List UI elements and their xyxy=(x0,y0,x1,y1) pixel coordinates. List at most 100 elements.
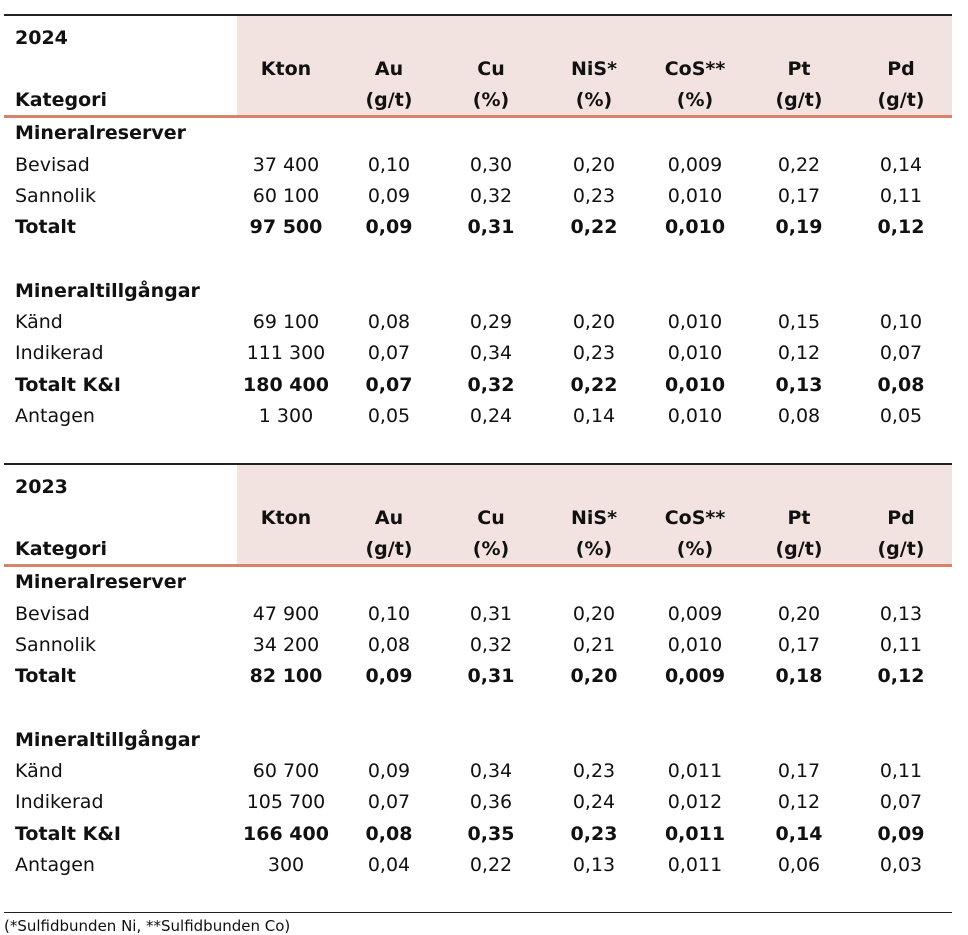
cell-cos: 0,010 xyxy=(667,342,723,364)
row-label: Totalt xyxy=(15,665,76,687)
cell-cu: 0,24 xyxy=(469,405,513,427)
cell-cu: 0,31 xyxy=(469,603,513,625)
column-unit-cos: (%) xyxy=(676,538,714,560)
cell-cu: 0,29 xyxy=(469,311,513,333)
cell-pt: 0,17 xyxy=(777,760,821,782)
table-block-2023: 2023 Kategori Kton Au (g/t) Cu (%) NiS* (%) CoS**… xyxy=(4,463,952,893)
cell-nis: 0,20 xyxy=(572,311,616,333)
column-header-kton: Kton xyxy=(260,507,312,529)
row-label: Känd xyxy=(15,311,63,333)
cell-au: 0,08 xyxy=(367,311,411,333)
cell-kton: 69 100 xyxy=(252,311,320,333)
cell-pt: 0,12 xyxy=(777,791,821,813)
row-label: Bevisad xyxy=(15,603,90,625)
cell-nis: 0,20 xyxy=(572,154,616,176)
column-unit-pd: (g/t) xyxy=(877,89,925,111)
row-label: Känd xyxy=(15,760,63,782)
cell-pt: 0,20 xyxy=(777,603,821,625)
cell-kton: 97 500 xyxy=(249,216,323,238)
cell-pt: 0,06 xyxy=(777,854,821,876)
column-header-nis: NiS* xyxy=(570,58,618,80)
cell-pt: 0,14 xyxy=(775,823,823,845)
cell-nis: 0,21 xyxy=(572,634,616,656)
column-header-pt: Pt xyxy=(787,58,811,80)
section-title: Mineralreserver xyxy=(15,571,186,593)
header-rule xyxy=(4,564,952,567)
cell-kton: 180 400 xyxy=(243,374,329,396)
table-row: Antagen 300 0,04 0,22 0,13 0,011 0,06 0,03 xyxy=(4,854,952,878)
table-row: Bevisad 47 900 0,10 0,31 0,20 0,009 0,20 0,13 xyxy=(4,603,952,627)
cell-pd: 0,14 xyxy=(879,154,923,176)
cell-au: 0,07 xyxy=(367,342,411,364)
cell-pd: 0,07 xyxy=(879,791,923,813)
column-unit-cu: (%) xyxy=(472,538,510,560)
table-row: Totalt K&I 180 400 0,07 0,32 0,22 0,010 0,13 0,… xyxy=(4,374,952,398)
table-row: Indikerad 111 300 0,07 0,34 0,23 0,010 0,12 0,0… xyxy=(4,342,952,366)
row-label: Bevisad xyxy=(15,154,90,176)
cell-kton: 34 200 xyxy=(252,634,320,656)
cell-kton: 82 100 xyxy=(249,665,323,687)
column-header-pd: Pd xyxy=(887,58,915,80)
cell-nis: 0,23 xyxy=(572,342,616,364)
column-header-cos: CoS** xyxy=(664,58,726,80)
cell-au: 0,09 xyxy=(367,760,411,782)
cell-nis: 0,22 xyxy=(570,374,618,396)
table-top-line xyxy=(4,463,952,465)
section-title: Mineraltillgångar xyxy=(15,729,200,751)
cell-pd: 0,12 xyxy=(877,665,925,687)
cell-cu: 0,36 xyxy=(469,791,513,813)
column-unit-cos: (%) xyxy=(676,89,714,111)
cell-cu: 0,31 xyxy=(467,216,515,238)
cell-nis: 0,23 xyxy=(572,185,616,207)
table-year: 2024 xyxy=(15,27,68,49)
cell-au: 0,09 xyxy=(365,665,413,687)
cell-nis: 0,24 xyxy=(572,791,616,813)
cell-kton: 47 900 xyxy=(252,603,320,625)
cell-au: 0,09 xyxy=(365,216,413,238)
cell-cos: 0,009 xyxy=(667,154,723,176)
cell-nis: 0,22 xyxy=(570,216,618,238)
table-row: Antagen 1 300 0,05 0,24 0,14 0,010 0,08 0,05 xyxy=(4,405,952,429)
cell-kton: 60 700 xyxy=(252,760,320,782)
row-label: Indikerad xyxy=(15,342,104,364)
cell-kton: 166 400 xyxy=(243,823,329,845)
cell-au: 0,04 xyxy=(367,854,411,876)
cell-nis: 0,20 xyxy=(570,665,618,687)
cell-cos: 0,010 xyxy=(667,405,723,427)
cell-au: 0,07 xyxy=(365,374,413,396)
cell-kton: 300 xyxy=(267,854,305,876)
cell-cos: 0,009 xyxy=(667,603,723,625)
table-year: 2023 xyxy=(15,476,68,498)
cell-cu: 0,35 xyxy=(467,823,515,845)
row-label: Totalt K&I xyxy=(15,823,121,845)
cell-cos: 0,011 xyxy=(667,854,723,876)
table-header-background xyxy=(237,465,952,564)
cell-pt: 0,18 xyxy=(775,665,823,687)
cell-pd: 0,09 xyxy=(877,823,925,845)
cell-cos: 0,010 xyxy=(667,311,723,333)
cell-cos: 0,010 xyxy=(664,216,726,238)
column-header-kton: Kton xyxy=(260,58,312,80)
column-unit-pt: (g/t) xyxy=(775,538,823,560)
cell-kton: 37 400 xyxy=(252,154,320,176)
cell-pd: 0,03 xyxy=(879,854,923,876)
cell-pd: 0,08 xyxy=(877,374,925,396)
cell-pt: 0,08 xyxy=(777,405,821,427)
table-row: Sannolik 60 100 0,09 0,32 0,23 0,010 0,17 0,11 xyxy=(4,185,952,209)
cell-au: 0,07 xyxy=(367,791,411,813)
column-unit-pt: (g/t) xyxy=(775,89,823,111)
header-rule xyxy=(4,115,952,118)
cell-au: 0,10 xyxy=(367,603,411,625)
cell-cos: 0,011 xyxy=(667,760,723,782)
cell-nis: 0,13 xyxy=(572,854,616,876)
cell-cu: 0,30 xyxy=(469,154,513,176)
cell-au: 0,09 xyxy=(367,185,411,207)
cell-au: 0,08 xyxy=(367,634,411,656)
cell-kton: 105 700 xyxy=(246,791,326,813)
table-top-line xyxy=(4,14,952,16)
row-label: Totalt K&I xyxy=(15,374,121,396)
cell-cu: 0,34 xyxy=(469,342,513,364)
cell-cu: 0,32 xyxy=(469,634,513,656)
cell-nis: 0,20 xyxy=(572,603,616,625)
column-header-cu: Cu xyxy=(477,58,505,80)
